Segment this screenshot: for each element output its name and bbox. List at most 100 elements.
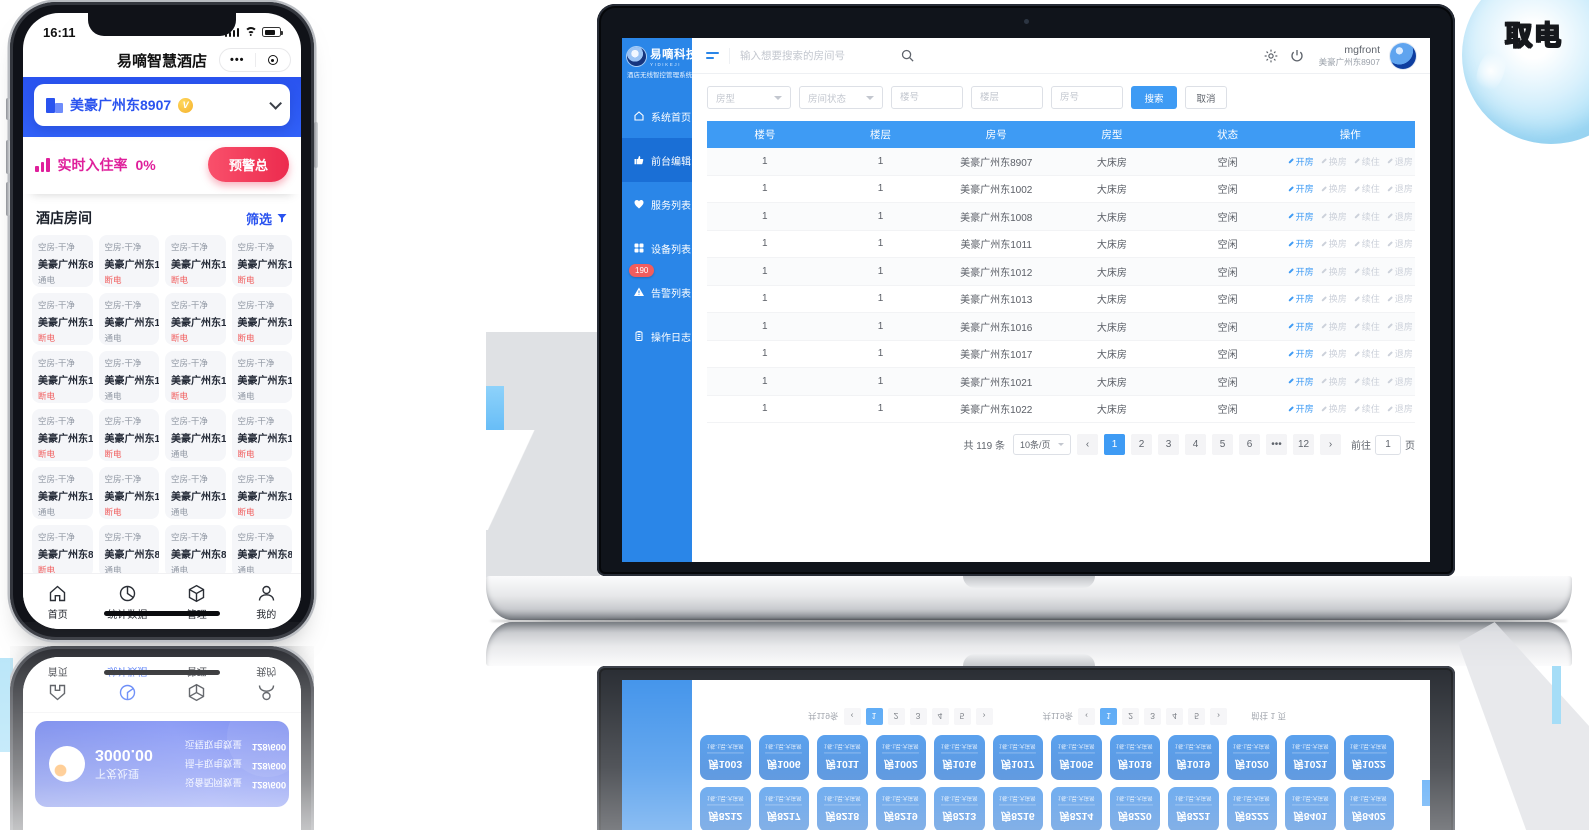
extend-stay-action[interactable]: 续住 [1354, 155, 1380, 168]
change-room-action[interactable]: 换房 [1321, 347, 1347, 360]
change-room-action[interactable]: 换房 [1321, 375, 1347, 388]
prev-page-button[interactable]: ‹ [1078, 708, 1096, 725]
room-status-select[interactable]: 房间状态 [799, 86, 883, 109]
room-card[interactable]: 空房-干净 美豪广州东8915 通电 [165, 525, 226, 577]
search-input[interactable] [740, 49, 890, 62]
building-input[interactable] [900, 92, 954, 103]
room-card[interactable]: 空房-干净 美豪广州东1116 通电 [32, 467, 93, 519]
room-card[interactable]: 空房-干净 美豪广州东1102 通电 [231, 351, 292, 403]
page-button[interactable]: 2 [887, 708, 905, 725]
next-page-button[interactable]: › [1210, 708, 1228, 725]
room-card[interactable]: 空房-干净 美豪广州东1121 通电 [165, 467, 226, 519]
room-tile[interactable]: 房1005 1栋-1层-大床房 [1051, 735, 1102, 780]
sidebar-item-frontdesk[interactable]: 前台编辑 [622, 138, 692, 182]
page-button[interactable]: ••• [1266, 434, 1287, 455]
logout-power-icon[interactable] [1289, 48, 1305, 64]
tab-profile[interactable]: 我的 [232, 574, 302, 629]
page-button[interactable]: 3 [1144, 708, 1162, 725]
room-tile[interactable]: 房8218 1栋-1层-大床房 [817, 787, 868, 830]
room-tile[interactable]: 房1017 1栋-1层-大床房 [992, 735, 1043, 780]
tab-statistics[interactable]: 统计数据 [93, 574, 163, 629]
floor-input[interactable] [980, 92, 1034, 103]
checkout-action[interactable]: 退房 [1387, 347, 1413, 360]
room-input[interactable] [1060, 92, 1114, 103]
tab-manage[interactable]: 管理 [162, 574, 232, 629]
checkout-action[interactable]: 退房 [1387, 265, 1413, 278]
sidebar-item-services[interactable]: 服务列表 [622, 182, 692, 226]
room-tile[interactable]: 房1002 1栋-1层-大床房 [875, 735, 926, 780]
open-room-action[interactable]: 开房 [1287, 237, 1314, 250]
page-button[interactable]: 1 [865, 708, 883, 725]
sidebar-item-alarms[interactable]: 告警列表 [622, 270, 692, 314]
checkout-action[interactable]: 退房 [1387, 402, 1413, 415]
page-button[interactable]: 12 [1293, 434, 1314, 455]
page-button[interactable]: 3 [1158, 434, 1179, 455]
room-card[interactable]: 空房-干净 美豪广州东1117 断电 [98, 467, 159, 519]
room-tile[interactable]: 房1019 1栋-1层-大床房 [1168, 735, 1219, 780]
room-tile[interactable]: 房1003 1栋-1层-大床房 [700, 735, 751, 780]
checkout-action[interactable]: 退房 [1387, 375, 1413, 388]
room-card[interactable]: 空房-干净 美豪广州东8907 通电 [32, 235, 93, 287]
extend-stay-action[interactable]: 续住 [1354, 402, 1380, 415]
page-button[interactable]: 4 [931, 708, 949, 725]
open-room-action[interactable]: 开房 [1287, 265, 1314, 278]
change-room-action[interactable]: 换房 [1321, 292, 1347, 305]
room-card[interactable]: 空房-干净 美豪广州东8901 断电 [32, 525, 93, 577]
room-tile[interactable]: 房1022 1栋-1层-大床房 [1343, 735, 1394, 780]
sidebar-item-label[interactable]: 服务列表 [651, 200, 691, 212]
room-tile[interactable]: 房8212 1栋-1层-大床房 [700, 787, 751, 830]
collapse-menu-icon[interactable] [706, 52, 719, 59]
hotel-selector[interactable]: 美豪广州东8907 V [34, 84, 290, 126]
goto-page-input[interactable] [1375, 434, 1401, 455]
open-room-action[interactable]: 开房 [1287, 402, 1314, 415]
page-button[interactable]: 2 [1131, 434, 1152, 455]
chevron-down-icon[interactable] [269, 96, 282, 110]
room-card[interactable]: 空房-干净 美豪广州东1122 断电 [231, 467, 292, 519]
checkout-action[interactable]: 退房 [1387, 155, 1413, 168]
room-tile[interactable]: 房8213 1栋-1层-大床房 [934, 787, 985, 830]
prev-page-button[interactable]: ‹ [1077, 434, 1098, 455]
sidebar-item-label[interactable]: 告警列表 [651, 288, 691, 300]
room-card[interactable]: 空房-干净 美豪广州东1012 断电 [32, 293, 93, 345]
page-button[interactable]: 6 [1239, 434, 1260, 455]
room-tile[interactable]: 房1011 1栋-1层-大床房 [817, 735, 868, 780]
room-card[interactable]: 空房-干净 美豪广州东1109 断电 [98, 409, 159, 461]
room-card[interactable]: 空房-干净 美豪广州东1111 通电 [165, 409, 226, 461]
room-tile[interactable]: 房8221 1栋-1层-大床房 [1168, 787, 1219, 830]
search-button[interactable]: 搜索 [1131, 86, 1177, 109]
page-button[interactable]: 1 [1104, 434, 1125, 455]
more-menu-icon[interactable]: ••• [229, 54, 245, 66]
open-room-action[interactable]: 开房 [1287, 182, 1314, 195]
room-tile[interactable]: 房1006 1栋-1层-大床房 [758, 735, 809, 780]
filter-label[interactable]: 筛选 [245, 211, 272, 227]
sidebar-item-label[interactable]: 系统首页 [651, 112, 691, 124]
extend-stay-action[interactable]: 续住 [1354, 292, 1380, 305]
change-room-action[interactable]: 换房 [1321, 237, 1347, 250]
sidebar-item-label[interactable]: 前台编辑 [651, 156, 691, 168]
close-target-icon[interactable] [256, 55, 291, 65]
extend-stay-action[interactable]: 续住 [1354, 320, 1380, 333]
room-card[interactable]: 空房-干净 美豪广州东1002 断电 [98, 235, 159, 287]
cancel-button[interactable]: 取消 [1185, 86, 1227, 109]
tab-label[interactable]: 首页 [47, 609, 68, 621]
settings-gear-icon[interactable] [1263, 48, 1279, 64]
room-tile[interactable]: 房8217 1栋-1层-大床房 [758, 787, 809, 830]
page-button[interactable]: 1 [1100, 708, 1118, 725]
prev-page-button[interactable]: ‹ [843, 708, 861, 725]
room-tile[interactable]: 房8402 1栋-1层-大床房 [1343, 787, 1394, 830]
checkout-action[interactable]: 退房 [1387, 237, 1413, 250]
checkout-action[interactable]: 退房 [1387, 320, 1413, 333]
avatar[interactable] [1390, 42, 1416, 69]
sidebar-item-logs[interactable]: 操作日志 [622, 314, 692, 358]
room-tile[interactable]: 房8216 1栋-1层-大床房 [992, 787, 1043, 830]
page-button[interactable]: 5 [1188, 708, 1206, 725]
room-tile[interactable]: 房8219 1栋-1层-大床房 [875, 787, 926, 830]
page-button[interactable]: 4 [1185, 434, 1206, 455]
open-room-action[interactable]: 开房 [1287, 347, 1314, 360]
search-icon[interactable] [900, 48, 915, 63]
room-card[interactable]: 空房-干净 美豪广州东8916 通电 [231, 525, 292, 577]
room-field[interactable] [1051, 86, 1123, 109]
room-tile[interactable]: 房8214 1栋-1层-大床房 [1051, 787, 1102, 830]
room-tile[interactable]: 房1018 1栋-1层-大床房 [1109, 735, 1160, 780]
change-room-action[interactable]: 换房 [1321, 210, 1347, 223]
